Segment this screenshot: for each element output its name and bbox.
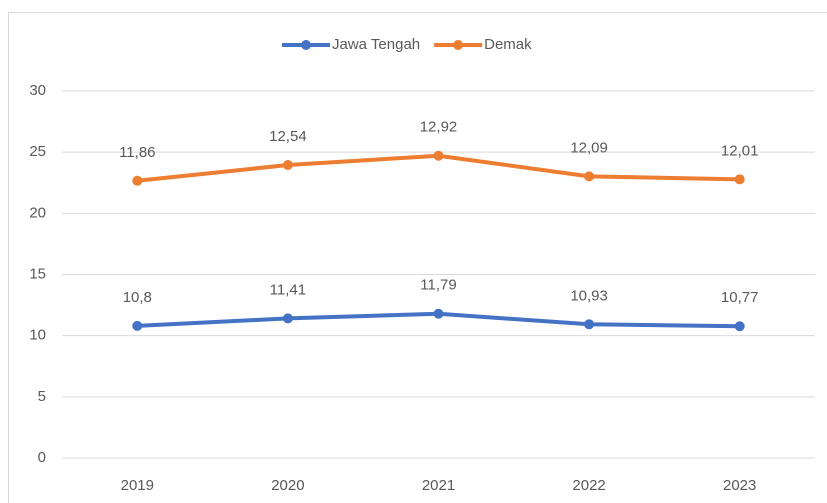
point: [132, 320, 143, 331]
legend-marker: [453, 40, 464, 50]
chart-border: [8, 12, 827, 503]
x-tick-label: 2019: [121, 477, 154, 494]
point: [132, 175, 143, 186]
y-tick-label: 25: [29, 143, 46, 160]
data-label: 12,09: [570, 139, 608, 156]
x-tick-label: 2023: [723, 477, 756, 494]
point: [433, 308, 444, 319]
data-label: 10,8: [123, 289, 152, 306]
data-label: 11,79: [420, 277, 456, 294]
point: [282, 313, 293, 324]
x-tick-label: 2020: [271, 477, 304, 494]
point: [734, 174, 745, 185]
legend-marker: [301, 40, 311, 50]
data-label: 11,86: [119, 144, 155, 161]
y-tick-label: 30: [29, 82, 46, 99]
point: [433, 150, 444, 161]
data-label: 12,92: [420, 119, 458, 136]
point: [584, 171, 595, 182]
x-tick-label: 2022: [572, 477, 605, 494]
y-tick-label: 0: [38, 449, 46, 466]
data-label: 10,93: [570, 287, 608, 304]
x-tick-label: 2021: [422, 477, 455, 494]
data-label: 10,77: [721, 289, 759, 306]
data-label: 12,01: [721, 142, 759, 159]
legend-label: Jawa Tengah: [332, 36, 420, 53]
data-label: 11,41: [270, 281, 306, 298]
y-tick-label: 5: [38, 388, 46, 405]
point: [734, 321, 745, 332]
point: [584, 319, 595, 330]
y-tick-label: 15: [29, 265, 46, 282]
data-label: 12,54: [269, 128, 307, 145]
y-tick-label: 10: [29, 327, 46, 344]
point: [282, 160, 293, 171]
y-tick-label: 20: [29, 204, 46, 221]
legend-label: Demak: [484, 36, 532, 53]
